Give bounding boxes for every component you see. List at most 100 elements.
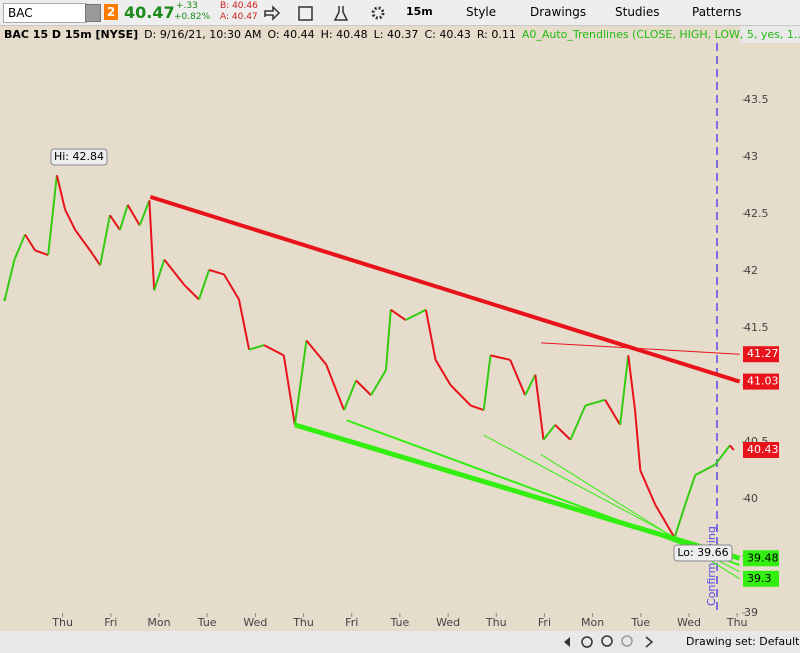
link-group[interactable]: 2 (104, 4, 118, 20)
toolbar: BAC 2 40.47 +.33 +0.82% B: 40.46 A: 40.4… (0, 0, 800, 26)
price-segment (673, 504, 687, 539)
price-segment (639, 470, 657, 506)
flask-icon[interactable] (333, 6, 349, 21)
x-tick-label: Tue (390, 616, 410, 629)
x-tick-label: Wed (677, 616, 701, 629)
pan-icon[interactable] (581, 636, 593, 648)
y-tick-label: 39 (744, 606, 758, 619)
drawing-set[interactable]: Drawing set: Default (686, 635, 800, 648)
price-badge-label: 39.48 (747, 551, 779, 564)
price-segment (482, 355, 492, 411)
x-tick-label: Fri (104, 616, 117, 629)
price-badge (743, 373, 779, 390)
share-icon[interactable] (264, 5, 281, 21)
y-tick-label: 41.5 (744, 321, 769, 334)
price-segment (282, 355, 296, 426)
info-field: C: 40.43 (424, 28, 471, 41)
price-segment (634, 409, 642, 471)
x-tick-label: Mon (147, 616, 170, 629)
y-tick-label: 43 (744, 150, 758, 163)
chart: Confirm Swing 3939.54040.54141.54242.543… (0, 43, 800, 631)
price-badge (743, 570, 779, 587)
price-segment (729, 444, 735, 451)
low-annotation: Lo: 39.66 (677, 546, 728, 559)
price-badge-label: 39.3 (747, 572, 772, 585)
price-segment (343, 380, 357, 411)
marker-label: Confirm Swing (705, 526, 718, 606)
x-tick-label: Wed (436, 616, 460, 629)
timeframe[interactable]: 15m (406, 5, 433, 18)
price-segment (305, 339, 327, 366)
symbol-input[interactable]: BAC (3, 3, 87, 23)
zoom-in[interactable] (601, 635, 613, 647)
menu-item[interactable]: Patterns (692, 5, 742, 19)
x-tick-label: Thu (726, 616, 748, 629)
price-segment (534, 374, 545, 440)
price-segment (684, 474, 697, 506)
price-segment (390, 308, 407, 321)
price-badge-label: 40.43 (747, 443, 779, 456)
x-tick-label: Thu (292, 616, 314, 629)
price-segment (542, 424, 556, 441)
toolbar-icons (264, 5, 385, 21)
grid-icon[interactable] (298, 6, 313, 21)
zoom-out[interactable] (621, 635, 633, 647)
annotation-box (673, 544, 733, 562)
menu-item[interactable]: Drawings (530, 5, 587, 19)
price-badge (743, 550, 779, 567)
info-field: L: 40.37 (373, 28, 419, 41)
price-segment (55, 175, 67, 210)
price-segment (355, 379, 372, 396)
price-segment (74, 229, 91, 252)
price-segment (126, 204, 141, 226)
info-field: H: 40.48 (320, 28, 368, 41)
price-segment (424, 309, 437, 361)
y-tick-label: 42.5 (744, 207, 769, 220)
price-segment (13, 234, 26, 260)
price-segment (47, 175, 58, 256)
price-segment (325, 364, 345, 411)
trendline (294, 422, 741, 561)
ask: A: 40.47 (220, 12, 258, 22)
x-tick-label: Mon (581, 616, 604, 629)
price-segment (119, 204, 129, 231)
scroll-left[interactable] (564, 637, 570, 647)
price-segment (509, 359, 527, 396)
price-segment (449, 384, 472, 407)
plot-area (0, 43, 742, 613)
annotation-box (50, 148, 108, 166)
settings-icon[interactable] (371, 6, 385, 20)
price-segment (89, 249, 102, 266)
info-bar: BAC 15 D 15m [NYSE] D: 9/16/21, 10:30 AM O… (0, 26, 800, 43)
trendline (541, 342, 740, 355)
price-segment (434, 359, 452, 386)
scroll-right[interactable] (645, 636, 654, 648)
price-segment (198, 269, 211, 300)
price-segment (490, 354, 511, 361)
change-pct: +0.82% (174, 12, 211, 22)
price-segment (470, 404, 485, 412)
price-segment (99, 214, 111, 266)
price-segment (138, 199, 151, 226)
price-segment (627, 355, 637, 411)
price-segment (604, 399, 621, 426)
y-tick-label: 43.5 (744, 93, 769, 106)
price-segment (248, 344, 265, 351)
price-segment (109, 214, 121, 231)
dropdown[interactable] (85, 4, 101, 22)
high-annotation: Hi: 42.84 (54, 150, 104, 163)
price-segment (370, 369, 387, 396)
menu-item[interactable]: Studies (615, 5, 660, 19)
price-segment (405, 308, 427, 321)
x-tick-label: Wed (243, 616, 267, 629)
x-tick-label: Thu (485, 616, 507, 629)
price-badge (743, 441, 779, 458)
menu-item[interactable]: Style (466, 5, 497, 19)
study-label: A0_Auto_Trendlines (CLOSE, HIGH, LOW, 5,… (521, 28, 800, 41)
price-segment (183, 283, 200, 301)
price-segment (585, 398, 606, 407)
info-field: R: 0.11 (476, 28, 516, 41)
x-tick-label: Tue (630, 616, 650, 629)
price-segment (24, 233, 37, 252)
